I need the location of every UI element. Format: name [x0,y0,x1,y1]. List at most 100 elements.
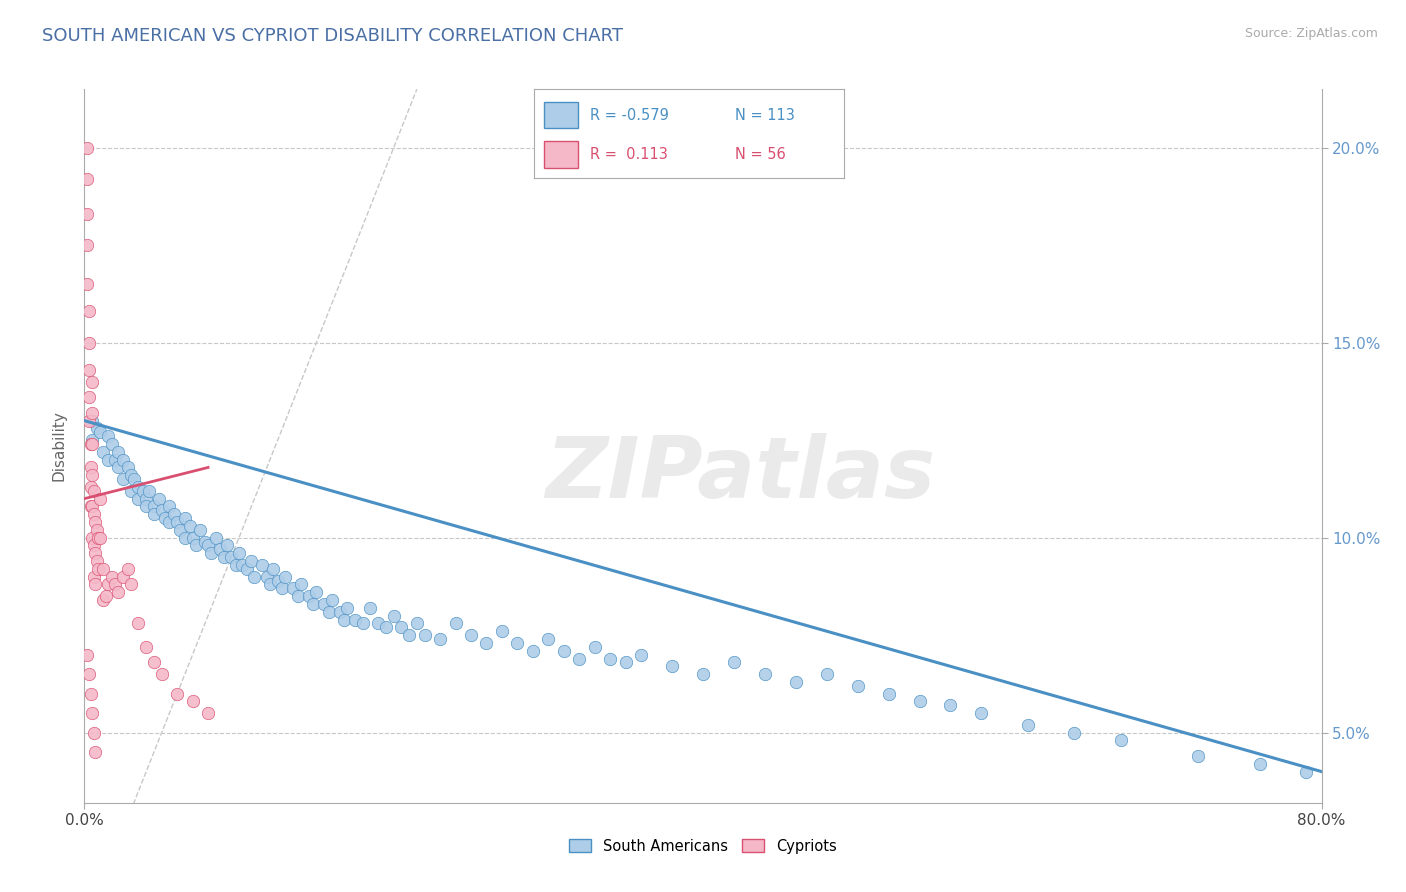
Point [614,656,637,670]
Point [122,472,145,486]
FancyBboxPatch shape [544,141,578,168]
Point [112,472,135,486]
Point [785,674,807,689]
Point [77,335,100,350]
Point [305,585,328,599]
Point [197,706,219,720]
Point [104,452,127,467]
Point [76,207,98,221]
Point [83,483,105,498]
Point [86,421,108,435]
Point [83,538,105,552]
Text: N = 56: N = 56 [735,147,786,161]
Point [150,503,173,517]
Point [460,628,482,642]
Point [630,648,652,662]
Point [79,437,101,451]
Point [256,569,278,583]
Point [352,616,374,631]
Point [877,687,900,701]
Point [97,429,120,443]
Point [290,577,312,591]
Point [754,667,776,681]
Point [846,679,869,693]
Point [344,613,367,627]
Point [181,531,204,545]
Point [228,546,250,560]
Point [970,706,993,720]
Point [84,745,107,759]
Point [101,437,124,451]
Point [553,644,575,658]
Point [1249,756,1271,771]
Point [86,554,108,568]
Point [107,585,129,599]
Point [128,480,150,494]
Point [112,569,135,583]
Point [104,577,127,591]
Point [179,519,201,533]
Point [209,542,232,557]
Point [83,725,105,739]
Point [200,546,222,560]
Point [174,531,197,545]
Point [143,500,166,514]
Point [112,452,135,467]
Point [84,515,107,529]
Point [194,534,217,549]
Point [174,511,197,525]
Point [181,694,204,708]
Point [107,460,129,475]
Point [89,425,111,440]
Point [77,304,100,318]
Point [82,500,104,514]
Point [153,511,176,525]
Point [302,597,325,611]
Point [76,648,98,662]
Point [128,616,150,631]
Text: R = -0.579: R = -0.579 [591,108,669,122]
Point [87,562,110,576]
Point [413,628,436,642]
Point [89,531,111,545]
Point [84,546,107,560]
Y-axis label: Disability: Disability [51,410,66,482]
Point [97,452,120,467]
Point [599,651,621,665]
Point [271,582,294,596]
Point [148,491,170,506]
Point [150,667,173,681]
Point [143,656,166,670]
Point [475,636,498,650]
Point [166,515,188,529]
Point [97,577,120,591]
Point [236,562,259,576]
Point [79,480,101,494]
Point [318,605,340,619]
Point [82,414,104,428]
Point [1109,733,1132,747]
Point [1187,749,1209,764]
Point [91,593,114,607]
Point [143,508,166,522]
Point [82,433,104,447]
Point [367,616,389,631]
Point [166,687,188,701]
Point [382,608,405,623]
Point [1017,718,1039,732]
Point [225,558,247,572]
Point [205,531,228,545]
Point [221,550,243,565]
Point [159,515,181,529]
Point [1063,725,1085,739]
Point [76,172,98,186]
Point [375,620,398,634]
Point [274,569,297,583]
Point [84,577,107,591]
Point [287,589,309,603]
FancyBboxPatch shape [544,102,578,128]
Point [252,558,274,572]
Point [262,562,284,576]
Point [135,500,157,514]
Point [120,483,142,498]
